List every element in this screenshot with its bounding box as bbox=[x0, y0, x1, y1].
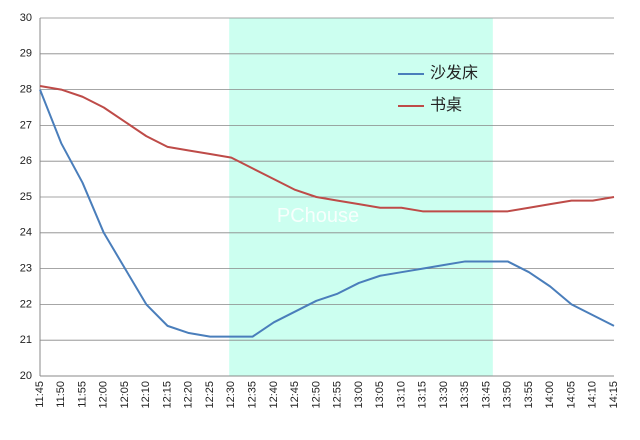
x-tick-label: 12:00 bbox=[98, 381, 110, 409]
x-tick-label: 12:40 bbox=[268, 381, 280, 409]
y-tick-label: 26 bbox=[20, 155, 32, 167]
y-tick-label: 23 bbox=[20, 263, 32, 275]
y-tick-label: 20 bbox=[20, 370, 32, 382]
x-tick-label: 12:35 bbox=[246, 381, 258, 409]
watermark: PChouse bbox=[277, 205, 359, 227]
x-tick-label: 13:00 bbox=[353, 381, 365, 409]
x-tick-label: 12:15 bbox=[161, 381, 173, 409]
x-tick-label: 14:00 bbox=[544, 381, 556, 409]
x-tick-label: 13:55 bbox=[523, 381, 535, 409]
x-tick-label: 12:05 bbox=[119, 381, 131, 409]
x-tick-label: 13:45 bbox=[480, 381, 492, 409]
x-tick-label: 13:50 bbox=[502, 381, 514, 409]
y-tick-label: 25 bbox=[20, 191, 32, 203]
x-tick-label: 13:10 bbox=[395, 381, 407, 409]
x-tick-label: 14:10 bbox=[587, 381, 599, 409]
x-tick-label: 12:50 bbox=[310, 381, 322, 409]
y-tick-label: 22 bbox=[20, 298, 32, 310]
x-tick-label: 13:05 bbox=[374, 381, 386, 409]
x-tick-label: 11:50 bbox=[55, 381, 67, 408]
x-tick-label: 11:45 bbox=[34, 381, 46, 408]
x-tick-label: 12:25 bbox=[204, 381, 216, 409]
y-tick-label: 28 bbox=[20, 84, 32, 96]
x-tick-label: 13:15 bbox=[417, 381, 429, 409]
y-tick-label: 29 bbox=[20, 48, 32, 60]
x-tick-label: 14:05 bbox=[565, 381, 577, 409]
line-series bbox=[39, 89, 615, 338]
legend-label: 书桌 bbox=[430, 96, 462, 114]
y-tick-label: 21 bbox=[20, 334, 32, 346]
x-tick-label: 13:30 bbox=[438, 381, 450, 409]
x-tick-label: 13:35 bbox=[459, 381, 471, 409]
x-tick-label: 14:15 bbox=[608, 381, 620, 409]
x-tick-label: 12:30 bbox=[225, 381, 237, 409]
x-tick-label: 11:55 bbox=[76, 381, 88, 408]
x-tick-label: 12:10 bbox=[140, 381, 152, 409]
line-series bbox=[39, 85, 615, 213]
x-tick-label: 12:20 bbox=[183, 381, 195, 409]
x-tick-label: 12:45 bbox=[289, 381, 301, 409]
x-tick-label: 12:55 bbox=[332, 381, 344, 409]
legend-label: 沙发床 bbox=[430, 64, 478, 82]
y-tick-label: 27 bbox=[20, 119, 32, 131]
y-tick-label: 30 bbox=[20, 12, 32, 24]
y-tick-label: 24 bbox=[20, 227, 32, 239]
